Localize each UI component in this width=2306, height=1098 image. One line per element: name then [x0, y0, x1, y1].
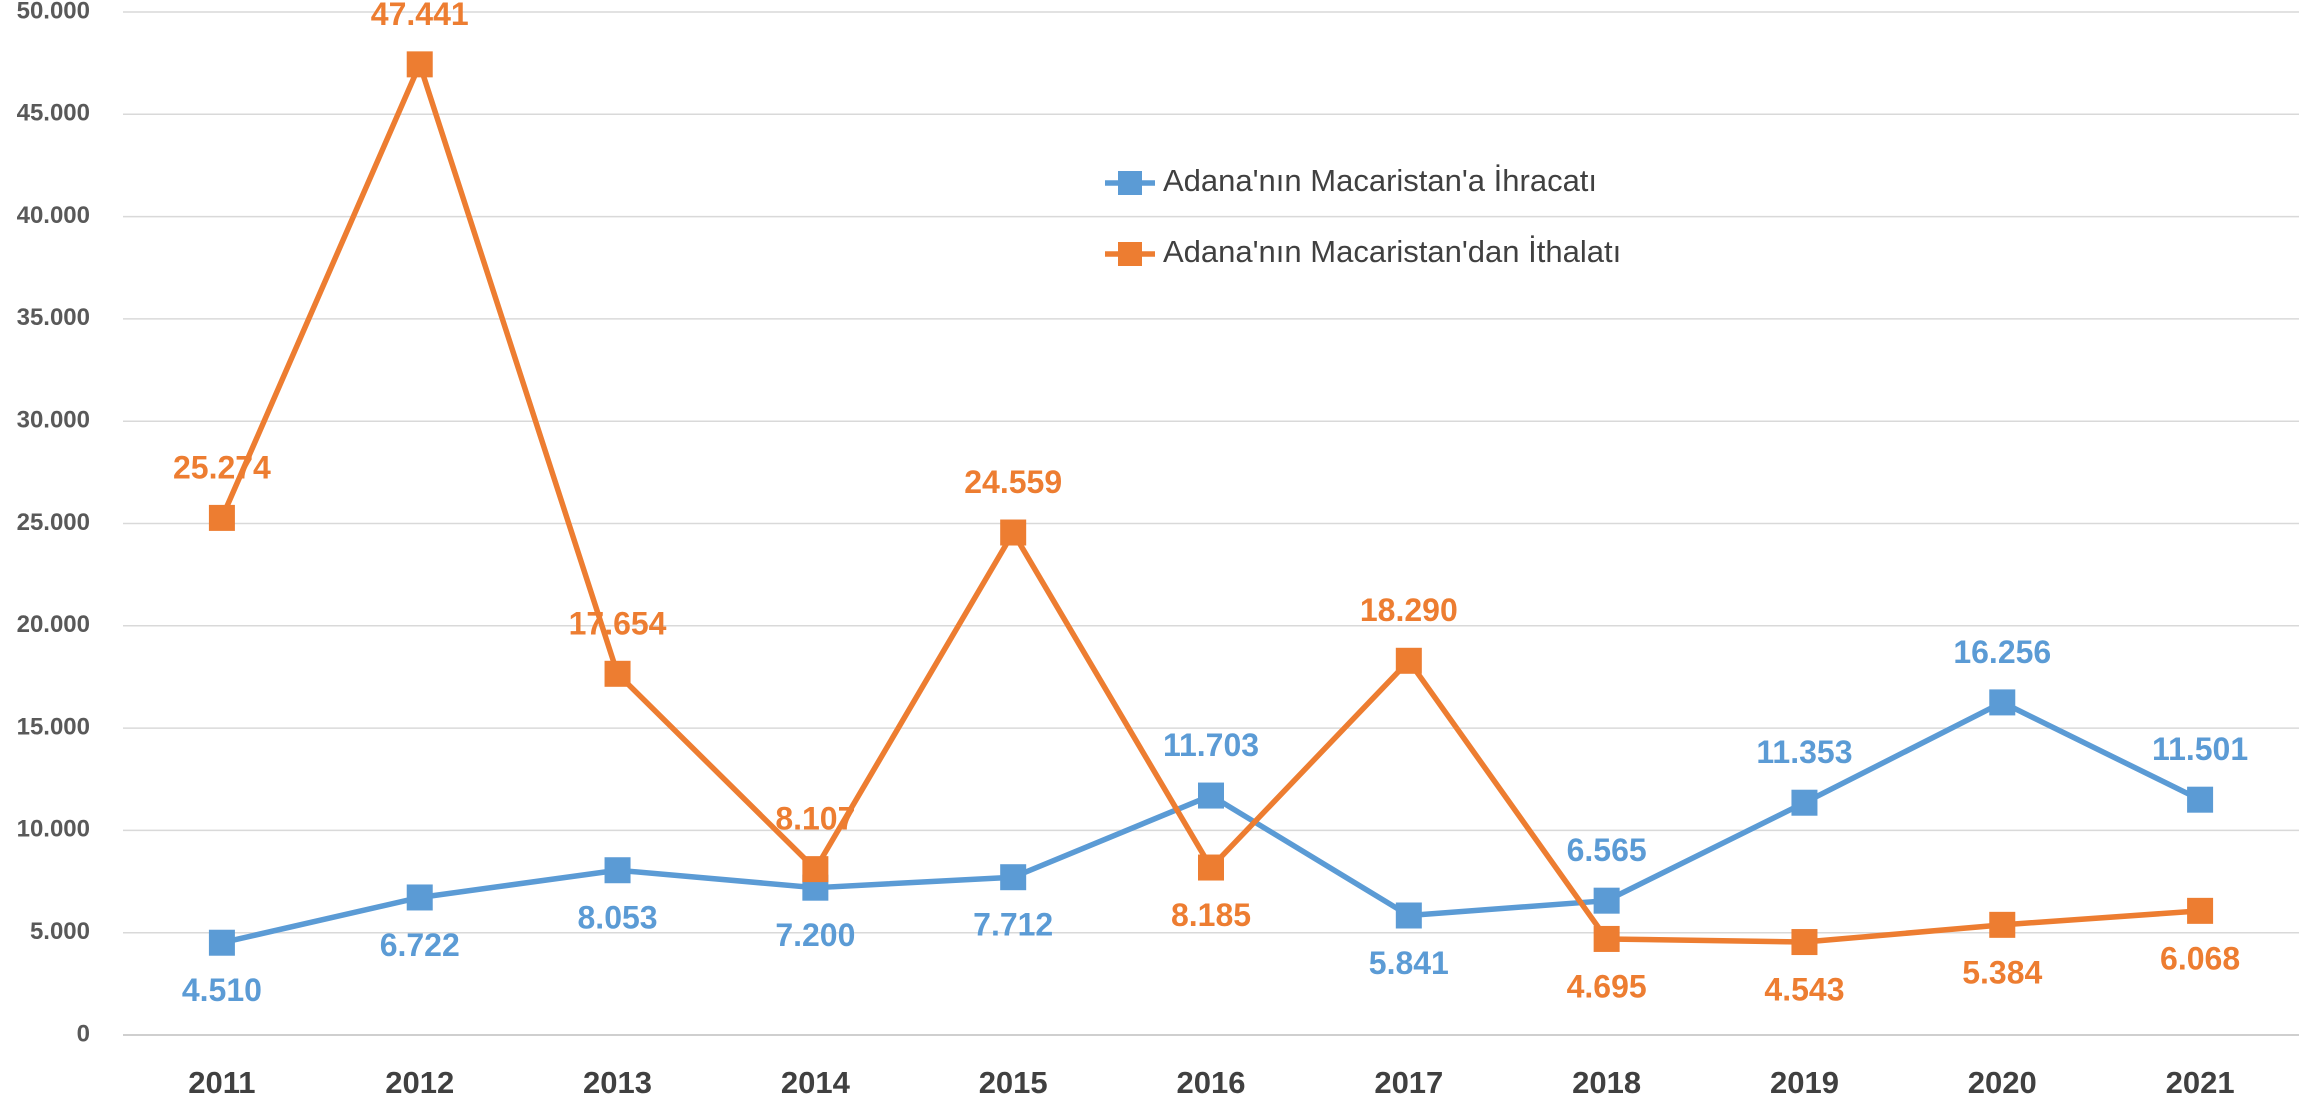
y-tick-label: 20.000: [17, 611, 90, 638]
x-tick-label: 2016: [1177, 1065, 1246, 1098]
x-tick-label: 2018: [1572, 1065, 1641, 1098]
data-label: 8.185: [1171, 897, 1251, 933]
data-label: 6.068: [2160, 940, 2240, 976]
marker: [406, 884, 433, 911]
marker: [208, 504, 235, 531]
data-label: 8.053: [578, 900, 658, 936]
data-label: 17.654: [569, 605, 667, 641]
y-tick-label: 30.000: [17, 407, 90, 434]
x-tick-label: 2019: [1770, 1065, 1839, 1098]
data-label: 24.559: [964, 464, 1062, 500]
y-tick-label: 45.000: [17, 100, 90, 127]
y-tick-label: 50.000: [17, 0, 90, 24]
y-tick-label: 40.000: [17, 202, 90, 229]
marker: [1593, 925, 1620, 952]
marker: [2187, 786, 2214, 813]
x-tick-label: 2021: [2166, 1065, 2235, 1098]
marker: [1791, 929, 1818, 956]
y-tick-label: 15.000: [17, 713, 90, 740]
data-label: 6.722: [380, 927, 460, 963]
y-tick-label: 35.000: [17, 304, 90, 331]
data-label: 6.565: [1567, 832, 1647, 868]
data-label: 11.501: [2152, 731, 2248, 767]
marker: [2187, 897, 2214, 924]
marker: [1989, 911, 2016, 938]
marker: [406, 51, 433, 78]
data-label: 47.441: [371, 0, 469, 32]
marker: [1395, 647, 1422, 674]
marker: [604, 857, 631, 884]
data-label: 7.200: [775, 917, 855, 953]
marker: [1593, 887, 1620, 914]
x-tick-label: 2015: [979, 1065, 1048, 1098]
legend-label: Adana'nın Macaristan'dan İthalatı: [1163, 234, 1621, 269]
legend-marker: [1118, 171, 1142, 195]
legend-label: Adana'nın Macaristan'a İhracatı: [1163, 163, 1597, 198]
marker: [1000, 519, 1027, 546]
x-tick-label: 2011: [188, 1065, 255, 1098]
data-label: 5.384: [1962, 954, 2042, 990]
data-label: 11.353: [1756, 734, 1852, 770]
data-label: 4.543: [1764, 972, 1844, 1008]
x-tick-label: 2020: [1968, 1065, 2037, 1098]
marker: [1791, 789, 1818, 816]
marker: [802, 856, 829, 883]
data-label: 18.290: [1360, 592, 1458, 628]
data-label: 11.703: [1163, 727, 1259, 763]
y-tick-label: 10.000: [17, 816, 90, 843]
y-tick-label: 25.000: [17, 509, 90, 536]
marker: [1395, 902, 1422, 929]
data-label: 8.107: [775, 801, 855, 837]
legend-marker: [1118, 242, 1142, 266]
marker: [1198, 782, 1224, 809]
data-label: 4.695: [1567, 968, 1647, 1004]
data-label: 16.256: [1953, 634, 2051, 670]
y-tick-label: 5.000: [30, 918, 90, 945]
marker: [604, 660, 631, 687]
data-label: 5.841: [1369, 945, 1449, 981]
data-label: 7.712: [973, 907, 1053, 943]
marker: [1198, 854, 1224, 881]
marker: [1000, 864, 1027, 891]
x-tick-label: 2014: [781, 1065, 851, 1098]
x-tick-label: 2013: [583, 1065, 652, 1098]
marker: [1989, 689, 2016, 716]
y-tick-label: 0: [77, 1020, 90, 1047]
x-tick-label: 2012: [385, 1065, 454, 1098]
x-tick-label: 2017: [1374, 1065, 1443, 1098]
marker: [208, 929, 235, 956]
data-label: 25.274: [173, 449, 271, 485]
data-label: 4.510: [182, 972, 262, 1008]
